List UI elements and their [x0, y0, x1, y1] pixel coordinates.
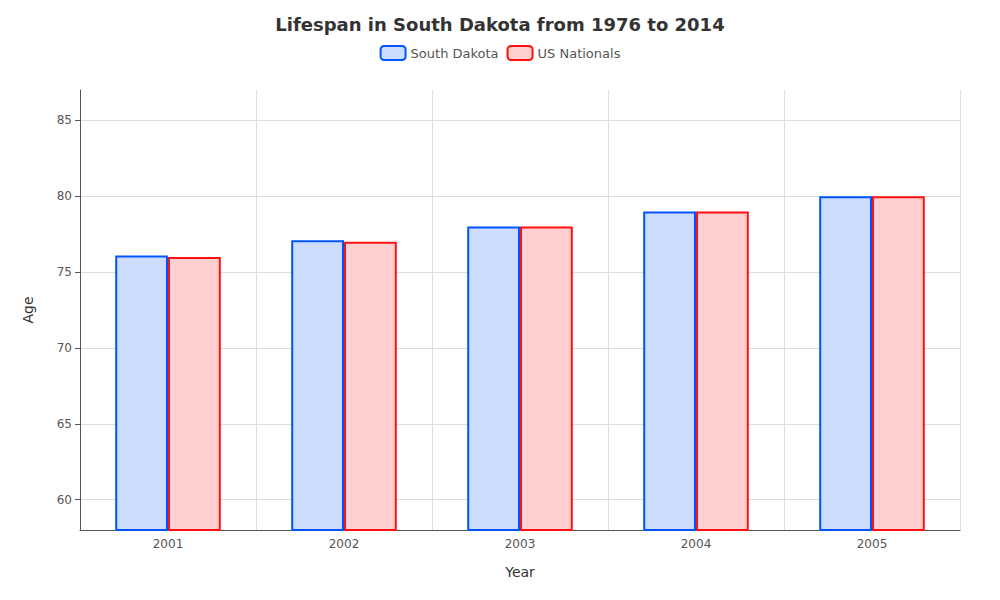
svg-text:2004: 2004 [681, 537, 712, 551]
svg-text:85: 85 [57, 113, 72, 127]
svg-text:65: 65 [57, 417, 72, 431]
svg-text:60: 60 [57, 493, 72, 507]
svg-text:2002: 2002 [329, 537, 360, 551]
svg-text:80: 80 [57, 189, 72, 203]
svg-text:2001: 2001 [153, 537, 184, 551]
svg-text:Age: Age [20, 296, 36, 323]
svg-text:2005: 2005 [857, 537, 888, 551]
svg-text:South Dakota: South Dakota [411, 46, 499, 61]
svg-text:75: 75 [57, 265, 72, 279]
svg-text:2003: 2003 [505, 537, 536, 551]
svg-text:70: 70 [57, 341, 72, 355]
svg-text:Year: Year [504, 564, 535, 580]
svg-text:US Nationals: US Nationals [538, 46, 621, 61]
svg-text:Lifespan in South Dakota from: Lifespan in South Dakota from 1976 to 20… [275, 14, 724, 35]
